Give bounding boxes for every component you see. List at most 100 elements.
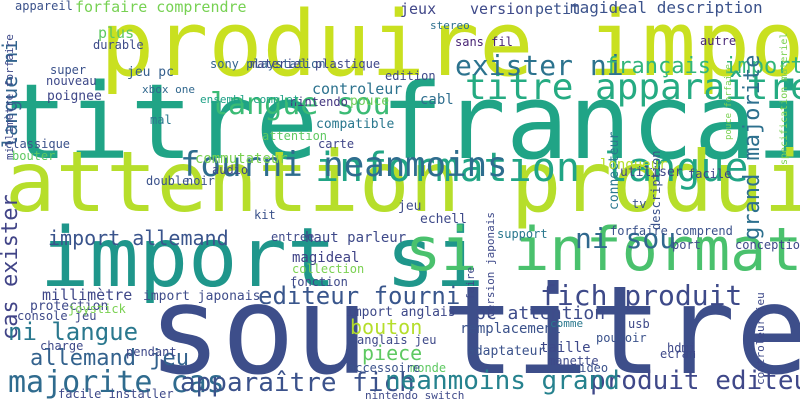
cloud-word-usb: usb: [628, 317, 650, 331]
cloud-word-import-anglais: import anglais: [346, 305, 456, 320]
cloud-word-version-japonais: version japonais: [484, 212, 497, 318]
cloud-word-petit: petit: [535, 0, 581, 18]
cloud-word-magideal-description: magideal description: [570, 0, 763, 17]
cloud-word-titre-francai: titre francai: [5, 61, 800, 183]
cloud-word-bouter: bouter: [12, 149, 56, 163]
cloud-word-attention: attention: [262, 129, 328, 143]
cloud-word-longueur: longueur: [600, 157, 668, 173]
cloud-word-fonction: fonction: [290, 275, 348, 289]
cloud-word-allemand-jeu: allemand jeu: [30, 346, 189, 371]
cloud-word-sou-titre: sou titre: [148, 260, 800, 400]
cloud-word-bouton: bouton: [350, 315, 423, 339]
cloud-word-kit: kit: [254, 208, 276, 222]
cloud-word-anglais-jeu: anglais jeu: [357, 333, 437, 347]
cloud-word-utiliser: utiliser: [620, 165, 683, 180]
cloud-word-exister-ni: exister ni: [455, 49, 624, 82]
cloud-word-controleur-jeu: controleur jeu: [754, 292, 767, 385]
cloud-word-import-japonais: import japonais: [143, 289, 261, 304]
cloud-word-mal: mal: [150, 113, 172, 127]
cloud-word-francais-import: français import: [605, 54, 800, 79]
cloud-word-monde: monde: [410, 361, 447, 375]
cloud-word-pendant: pendant: [126, 345, 177, 359]
cloud-word-compatible: compatible: [316, 117, 395, 132]
cloud-word-sony-playstation: sony playstation: [210, 57, 326, 71]
cloud-word-specification-materiel: specification materiel: [779, 32, 790, 165]
cloud-word-tv: tv: [632, 197, 647, 211]
cloud-word-piece: piece: [362, 341, 423, 365]
cloud-word-support: support: [497, 227, 548, 241]
cloud-word-edition: edition: [385, 69, 436, 83]
cloud-word-classique: classique: [5, 137, 71, 151]
cloud-word-nouveau: nouveau: [46, 74, 97, 88]
cloud-word-poignee: poignee: [47, 89, 102, 104]
cloud-word-stereo: stereo: [430, 19, 470, 32]
cloud-word-haut-parleur: haut parleur: [305, 230, 407, 246]
cloud-word-double: double: [146, 174, 190, 188]
cloud-word-jeux: jeux: [400, 0, 437, 18]
cloud-word-ecran: ecran: [660, 347, 697, 361]
cloud-word-hdmi: hdmi: [667, 341, 696, 355]
cloud-word-noir: noir: [186, 174, 215, 188]
cloud-word-pc-attention: pc attention: [475, 303, 606, 324]
cloud-word-nintendo-switch: nintendo switch: [365, 389, 465, 400]
cloud-word-audio: audio: [212, 163, 249, 177]
cloud-word-editeur-fourni: editeur fourni: [258, 282, 461, 310]
cloud-word-nintendo: nintendo: [290, 95, 348, 109]
cloud-word-appareil: appareil: [15, 0, 73, 13]
cloud-word-collection: collection: [292, 262, 365, 276]
cloud-word-manette: manette: [548, 354, 599, 368]
cloud-word-ni-sou: ni sou: [575, 222, 677, 255]
cloud-word-forfaire-comprend: forfaire comprend: [610, 224, 733, 238]
cloud-word-console-jeu: console jeu: [17, 309, 97, 323]
cloud-word-produit-editeur: produit editeur: [590, 366, 800, 396]
cloud-word-echell: echell: [420, 212, 467, 227]
cloud-word-grand-majorite: grand majorite: [740, 54, 765, 240]
cloud-word-super: super: [50, 63, 87, 77]
cloud-word-charge: charge: [40, 339, 84, 353]
cloud-word-millimetre-forfaire: millimètre forfaire: [3, 34, 16, 160]
cloud-word-accessoire: accessoire: [348, 361, 421, 375]
cloud-word-apparaitre-fich: apparaître fich: [180, 368, 415, 398]
cloud-word-sans-fil: sans fil: [455, 35, 513, 49]
cloud-word-taille: taille: [540, 340, 591, 356]
cloud-word-facile-installer: facile installer: [58, 387, 174, 400]
cloud-word-neanmoins-grand: neanmoins grand: [385, 366, 620, 396]
cloud-word-autre: autre: [700, 34, 737, 48]
cloud-word-langue-sou: langue sou: [210, 87, 391, 122]
cloud-word-durable: durable: [93, 38, 144, 52]
cloud-word-pouvoir: pouvoir: [596, 331, 647, 345]
cloud-word-comme: comme: [550, 317, 584, 330]
cloud-word-controleur: controleur: [312, 80, 403, 98]
cloud-word-jeu-pc: jeu pc: [127, 65, 174, 80]
cloud-word-materiel-plastique: materiel plastique: [250, 57, 381, 71]
cloud-word-commutateur: commutateur: [195, 151, 288, 167]
cloud-word-protection: protection: [30, 299, 109, 314]
cloud-word-conception: conception: [735, 238, 800, 252]
cloud-word-ni-langue: ni langue: [8, 318, 139, 346]
cloud-word-xbox-one: xbox one: [142, 83, 195, 96]
cloud-word-information-langue: information langue: [315, 145, 749, 191]
cloud-word-forfaire-comprendre: forfaire comprendre: [75, 0, 247, 16]
cloud-word-remplacement: remplacement: [460, 321, 562, 337]
cloud-word-titre-apparaitre: titre apparaître: [465, 67, 800, 108]
cloud-word-cabl: cabl: [420, 92, 454, 108]
cloud-word-attention-produire: attention produire: [5, 133, 800, 231]
cloud-word-import-si: import si: [40, 211, 485, 306]
cloud-word-carte: carte: [318, 137, 355, 151]
cloud-word-fich-produit: fich produit: [540, 279, 743, 312]
cloud-word-adaptateur: adaptateur: [467, 344, 546, 359]
cloud-word-entree: entree: [271, 230, 315, 244]
cloud-word-joystick: joystick: [68, 302, 126, 316]
cloud-word-si-information: si information: [405, 215, 800, 285]
cloud-word-magideal: magideal: [292, 250, 360, 266]
cloud-word-millimetre: millimètre: [42, 286, 133, 304]
cloud-word-pouce-forfaire: pouce forfaire: [724, 64, 734, 140]
cloud-word-jeu: jeu: [398, 199, 422, 214]
cloud-word-produire-import: produire import: [100, 0, 800, 97]
cloud-word-version: version: [470, 0, 534, 18]
cloud-word-majorite-cas: majorite cas: [8, 365, 225, 400]
cloud-word-video: video: [572, 361, 609, 375]
cloud-word-import-allemand: import allemand: [48, 226, 229, 250]
cloud-word-fourni-neanmoins: fourni neanmoins: [180, 145, 508, 185]
